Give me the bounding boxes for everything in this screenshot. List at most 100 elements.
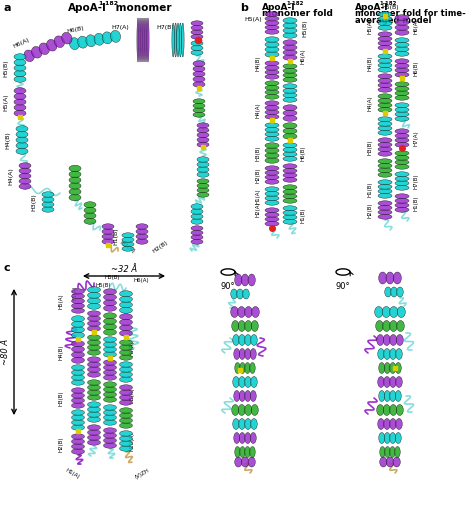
Ellipse shape [384, 391, 390, 401]
Ellipse shape [193, 108, 205, 113]
Ellipse shape [193, 82, 205, 87]
Ellipse shape [378, 94, 392, 99]
Ellipse shape [84, 218, 96, 224]
Text: H6(B): H6(B) [66, 25, 84, 34]
Text: H7(B): H7(B) [414, 173, 419, 189]
Text: H3(B): H3(B) [31, 193, 36, 211]
Text: H4(B): H4(B) [368, 55, 373, 71]
Ellipse shape [119, 377, 133, 382]
Ellipse shape [103, 410, 117, 415]
Ellipse shape [378, 201, 392, 206]
Ellipse shape [390, 334, 397, 345]
Ellipse shape [265, 85, 279, 90]
Ellipse shape [88, 311, 100, 316]
Ellipse shape [283, 68, 297, 73]
Ellipse shape [84, 202, 96, 208]
Ellipse shape [191, 235, 203, 240]
Ellipse shape [70, 38, 80, 50]
Ellipse shape [265, 166, 279, 171]
Ellipse shape [265, 123, 279, 128]
Text: monomer fold for time-: monomer fold for time- [355, 9, 466, 18]
Ellipse shape [397, 287, 403, 297]
Ellipse shape [250, 363, 255, 373]
Text: FS(A): FS(A) [73, 285, 78, 300]
Ellipse shape [103, 382, 117, 387]
Text: monomer fold: monomer fold [262, 9, 333, 18]
Text: H6(B): H6(B) [414, 60, 419, 76]
Ellipse shape [239, 419, 246, 429]
Text: H5(A): H5(A) [245, 17, 262, 22]
Ellipse shape [390, 376, 396, 388]
Ellipse shape [42, 197, 54, 202]
Ellipse shape [72, 444, 84, 449]
Ellipse shape [231, 306, 238, 318]
Ellipse shape [391, 287, 397, 297]
Ellipse shape [265, 52, 279, 57]
Ellipse shape [395, 172, 409, 177]
Ellipse shape [16, 143, 28, 149]
Ellipse shape [19, 168, 31, 174]
Ellipse shape [243, 289, 249, 299]
Text: H1(A): H1(A) [65, 468, 81, 480]
Ellipse shape [283, 177, 297, 182]
Ellipse shape [378, 21, 392, 26]
Ellipse shape [119, 314, 133, 320]
Ellipse shape [379, 272, 387, 284]
Ellipse shape [235, 447, 240, 458]
Ellipse shape [191, 41, 203, 46]
Ellipse shape [119, 372, 133, 377]
Ellipse shape [119, 302, 133, 308]
Ellipse shape [119, 340, 133, 345]
Ellipse shape [248, 274, 255, 286]
Ellipse shape [103, 289, 117, 295]
Ellipse shape [396, 334, 403, 345]
Ellipse shape [72, 365, 84, 370]
Ellipse shape [390, 419, 396, 429]
Ellipse shape [16, 125, 28, 132]
Ellipse shape [378, 419, 384, 429]
Ellipse shape [72, 332, 84, 338]
Text: H7(B): H7(B) [156, 25, 174, 30]
Text: 1-182: 1-182 [98, 1, 118, 6]
Ellipse shape [122, 246, 134, 251]
Ellipse shape [69, 171, 81, 177]
Ellipse shape [233, 334, 239, 345]
Ellipse shape [378, 45, 392, 50]
Ellipse shape [265, 16, 279, 21]
Ellipse shape [103, 438, 117, 443]
Ellipse shape [72, 375, 84, 380]
Ellipse shape [283, 105, 297, 111]
Ellipse shape [191, 204, 203, 209]
Ellipse shape [237, 289, 243, 299]
Text: H1(B): H1(B) [113, 227, 118, 245]
Text: (V)ZH: (V)ZH [134, 468, 150, 480]
Text: H1(B): H1(B) [368, 181, 373, 197]
Ellipse shape [377, 334, 384, 345]
Ellipse shape [378, 184, 392, 189]
Ellipse shape [231, 289, 237, 299]
Ellipse shape [251, 404, 258, 416]
Ellipse shape [14, 99, 26, 105]
Ellipse shape [395, 447, 400, 458]
Ellipse shape [265, 170, 279, 175]
Ellipse shape [378, 41, 392, 46]
Ellipse shape [191, 45, 203, 51]
Ellipse shape [283, 115, 297, 121]
Ellipse shape [19, 163, 31, 169]
Ellipse shape [383, 334, 390, 345]
Ellipse shape [141, 18, 143, 62]
Ellipse shape [72, 321, 84, 327]
Ellipse shape [283, 168, 297, 173]
Ellipse shape [239, 348, 245, 360]
Ellipse shape [88, 402, 100, 407]
Ellipse shape [19, 173, 31, 179]
Ellipse shape [395, 151, 409, 156]
Ellipse shape [250, 432, 256, 443]
Ellipse shape [119, 395, 133, 400]
Ellipse shape [395, 194, 409, 199]
Ellipse shape [191, 226, 203, 231]
Ellipse shape [191, 34, 203, 39]
Ellipse shape [395, 160, 409, 165]
Ellipse shape [378, 126, 392, 131]
Ellipse shape [88, 430, 100, 435]
